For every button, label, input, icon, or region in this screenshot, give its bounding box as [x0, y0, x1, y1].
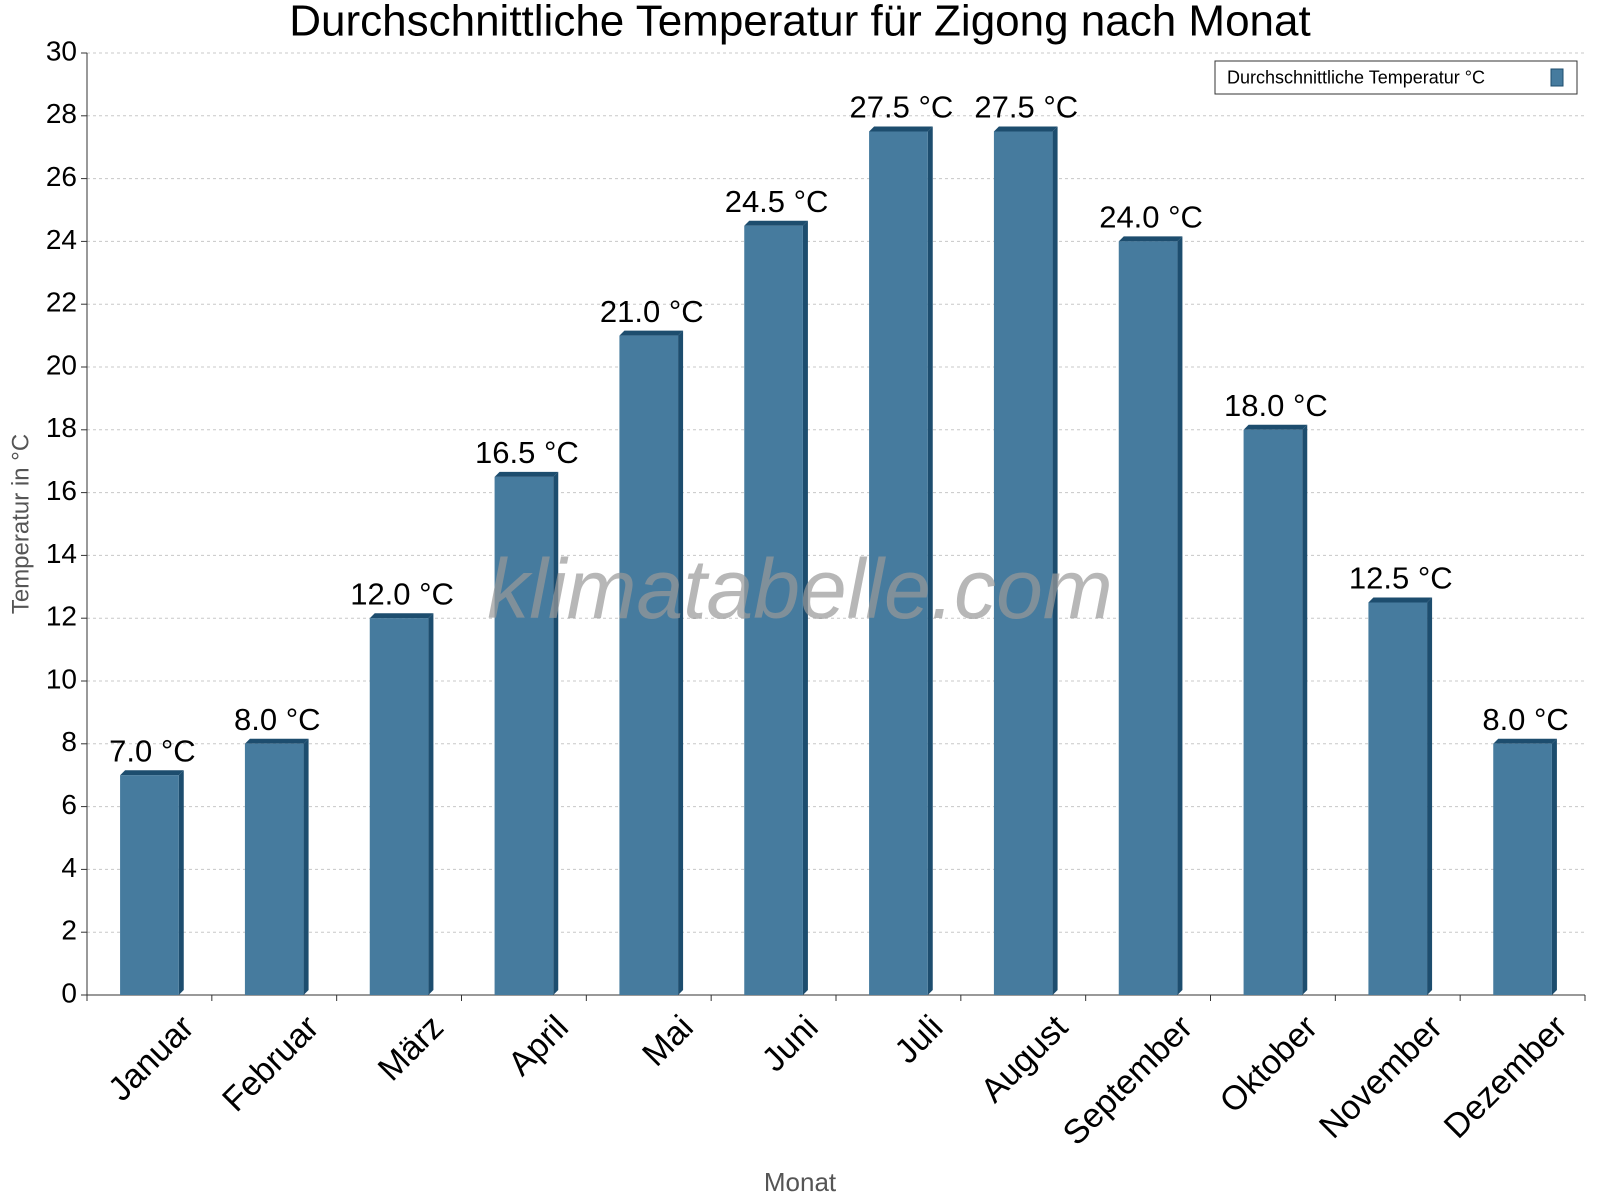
bar [369, 618, 429, 995]
bar-side [927, 126, 933, 995]
value-label: 12.5 °C [1349, 561, 1453, 596]
bar-side [1052, 126, 1058, 995]
bar [993, 131, 1053, 995]
x-axis-label: Monat [764, 1167, 837, 1197]
bar-top [619, 330, 684, 336]
value-label: 24.5 °C [725, 184, 829, 219]
bar-side [1551, 738, 1557, 995]
x-tick-label: Februar [215, 1008, 326, 1119]
y-tick-label: 16 [46, 475, 77, 506]
bar [744, 225, 803, 995]
bar [120, 775, 179, 995]
y-tick-label: 24 [46, 224, 77, 255]
value-label: 16.5 °C [475, 435, 579, 470]
y-tick-label: 22 [46, 287, 77, 318]
x-tick-label: September [1056, 1008, 1200, 1152]
y-tick-label: 30 [46, 35, 77, 66]
bar-top [369, 613, 434, 619]
bar-top [1243, 424, 1308, 430]
y-tick-label: 26 [46, 161, 77, 192]
x-tick-label: August [974, 1008, 1076, 1110]
bar-top [120, 770, 184, 776]
bar [494, 476, 554, 995]
bar [1118, 241, 1178, 995]
value-label: 8.0 °C [1482, 702, 1569, 737]
x-tick-label: Januar [101, 1008, 201, 1108]
bar [1493, 743, 1552, 995]
bar-top [1118, 236, 1183, 242]
watermark: klimatabelle.com [487, 542, 1113, 636]
bar-side [1427, 597, 1433, 995]
y-tick-label: 6 [61, 789, 77, 820]
x-tick-label: Juli [887, 1008, 950, 1071]
bar [869, 131, 928, 995]
y-tick-label: 2 [61, 915, 77, 946]
value-label: 8.0 °C [234, 702, 321, 737]
y-axis-label: Temperatur in °C [7, 434, 34, 614]
y-tick-label: 4 [61, 852, 77, 883]
x-tick-label: Dezember [1437, 1008, 1575, 1146]
y-tick-label: 0 [61, 977, 77, 1008]
y-tick-label: 20 [46, 349, 77, 380]
bar-side [178, 770, 184, 995]
value-label: 27.5 °C [850, 90, 954, 125]
x-tick-label: November [1312, 1008, 1450, 1146]
bar-top [993, 126, 1058, 132]
bar [619, 335, 679, 996]
value-label: 21.0 °C [600, 294, 704, 329]
x-tick-label: Mai [635, 1008, 701, 1074]
bar [1243, 429, 1303, 995]
y-tick-label: 12 [46, 601, 77, 632]
x-tick-label: Juni [755, 1008, 826, 1079]
value-label: 24.0 °C [1099, 200, 1203, 235]
bar-side [678, 330, 684, 996]
bar-side [303, 738, 309, 995]
bar-side [1177, 236, 1183, 995]
y-tick-label: 10 [46, 663, 77, 694]
chart-title: Durchschnittliche Temperatur für Zigong … [289, 0, 1310, 46]
y-tick-label: 8 [61, 726, 77, 757]
bar [244, 743, 304, 995]
bar-top [869, 126, 933, 132]
bar-top [1368, 597, 1433, 603]
bar-side [553, 471, 559, 995]
legend-swatch [1550, 68, 1564, 87]
x-tick-label: April [501, 1008, 576, 1083]
x-tick-label: März [371, 1008, 451, 1088]
bar-side [428, 613, 434, 995]
bar [1368, 602, 1428, 995]
bar-top [1493, 738, 1557, 744]
x-tick-label: Oktober [1213, 1008, 1325, 1120]
y-tick-label: 14 [46, 538, 77, 569]
bar-top [244, 738, 309, 744]
y-tick-label: 18 [46, 412, 77, 443]
bar-top [494, 471, 559, 477]
bar-side [802, 220, 808, 995]
y-tick-label: 28 [46, 98, 77, 129]
legend-box [1214, 60, 1578, 95]
legend-label: Durchschnittliche Temperatur °C [1227, 67, 1485, 87]
value-label: 18.0 °C [1224, 388, 1328, 423]
bar-top [744, 220, 808, 226]
value-label: 12.0 °C [350, 576, 454, 611]
value-label: 27.5 °C [974, 90, 1078, 125]
bar-side [1302, 424, 1308, 995]
value-label: 7.0 °C [109, 733, 196, 768]
